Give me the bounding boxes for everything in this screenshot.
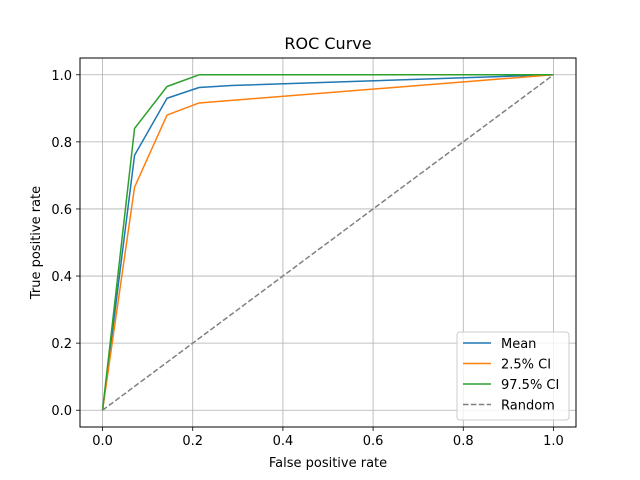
y-tick-label: 0.2 (51, 337, 72, 352)
series-line-mean (101, 74, 554, 411)
plot-frame (79, 57, 577, 428)
x-tick-label: 0.0 (92, 434, 113, 449)
x-tick-label: 1.0 (543, 434, 564, 449)
legend-entry-label: 97.5% CI (501, 378, 559, 393)
series-line-97-5-ci (101, 74, 554, 411)
grid (80, 58, 576, 427)
series-line-2-5-ci (101, 74, 554, 411)
y-tick-label: 0.6 (51, 203, 72, 218)
y-tick-label: 0.0 (51, 404, 72, 419)
y-tick-label: 0.4 (51, 270, 72, 285)
legend-entry-label: 2.5% CI (501, 358, 551, 373)
y-tick-label: 0.8 (51, 136, 72, 151)
series-line-random (102, 74, 554, 411)
x-axis-label: False positive rate (269, 456, 387, 471)
axis-ticks: 0.0 0.2 0.4 0.6 0.8 1.0 0.0 0.2 0.4 0.6 0.8 1.0 (51, 69, 563, 449)
chart-title: ROC Curve (284, 34, 371, 53)
legend-entry-label: Random (501, 399, 555, 414)
legend-entry-label: Mean (501, 337, 536, 352)
series-lines (101, 74, 554, 411)
x-tick-label: 0.4 (273, 434, 294, 449)
x-tick-label: 0.6 (363, 434, 384, 449)
x-tick-label: 0.2 (182, 434, 203, 449)
y-axis-label: True positive rate (29, 186, 44, 300)
legend: Mean 2.5% CI 97.5% CI Random (456, 331, 570, 421)
y-tick-label: 1.0 (51, 69, 72, 84)
x-tick-label: 0.8 (453, 434, 474, 449)
legend-box (456, 331, 570, 421)
